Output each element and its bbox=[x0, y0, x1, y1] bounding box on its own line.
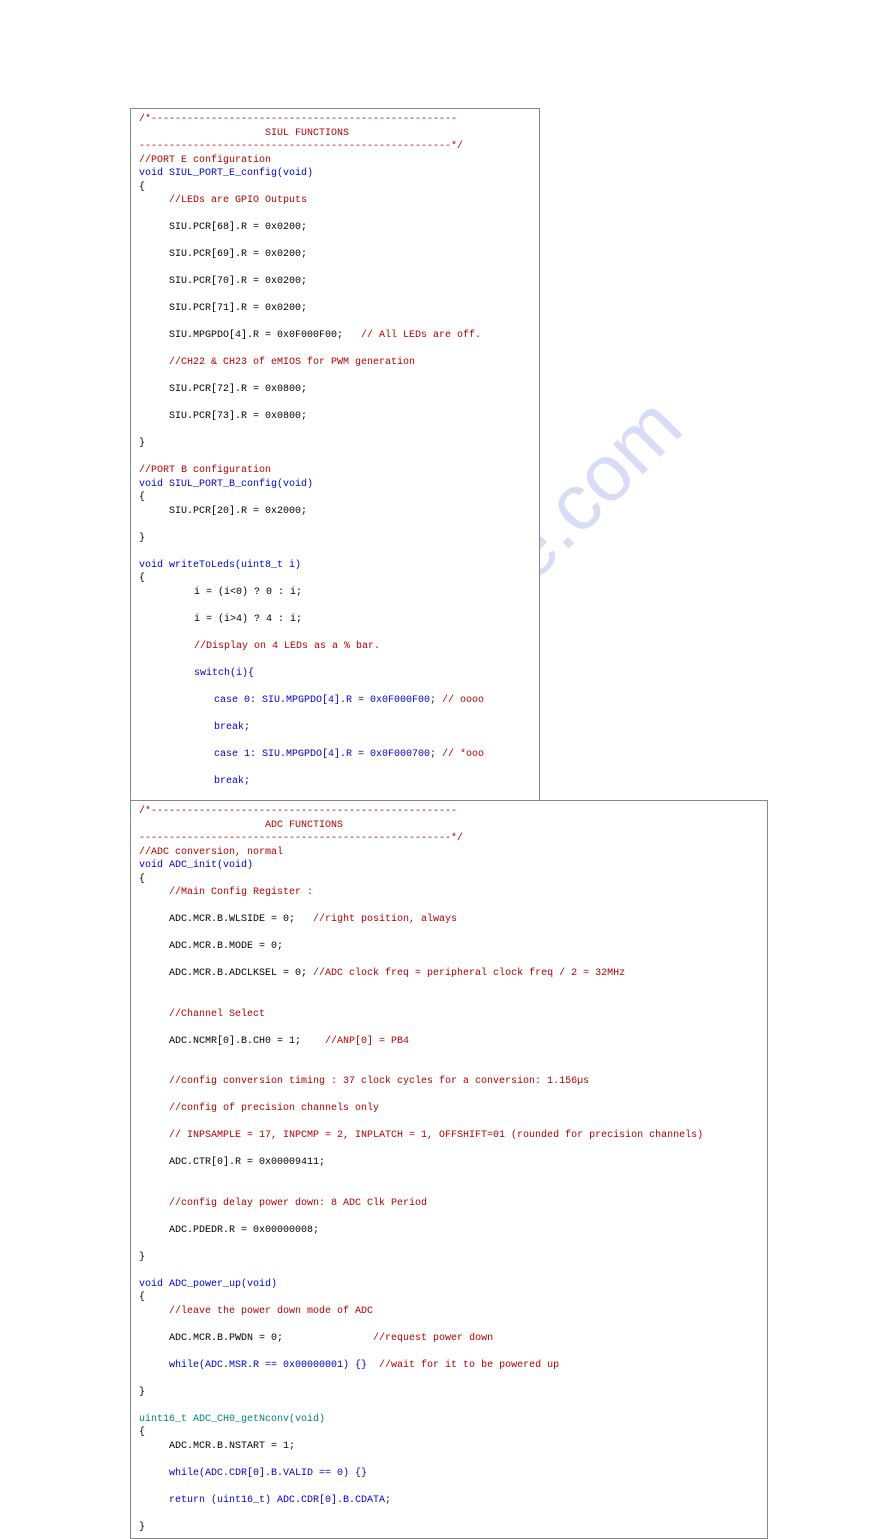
stmt: ADC.MCR.B.ADCLKSEL = 0; bbox=[169, 968, 313, 979]
switch: switch(i){ bbox=[139, 667, 531, 681]
fn-decl: void SIUL_PORT_B_config(void) bbox=[139, 479, 313, 490]
break: break; bbox=[139, 721, 531, 735]
case: case 1: SIU.MPGPDO[4].R = 0x0F000700; bbox=[214, 749, 442, 760]
stmt: return (uint16_t) ADC.CDR[0].B.CDATA; bbox=[139, 1494, 759, 1508]
fn-decl: void ADC_power_up(void) bbox=[139, 1279, 277, 1290]
comment: //Main Config Register : bbox=[139, 886, 759, 900]
comment: //config delay power down: 8 ADC Clk Per… bbox=[139, 1197, 759, 1211]
stmt: ADC.MCR.B.NSTART = 1; bbox=[139, 1440, 759, 1454]
brace: { bbox=[139, 874, 145, 885]
header-title: SIUL FUNCTIONS bbox=[139, 128, 349, 139]
comment: //request power down bbox=[373, 1333, 493, 1344]
brace: } bbox=[139, 1387, 145, 1398]
header-end: ----------------------------------------… bbox=[139, 141, 463, 152]
stmt: while(ADC.CDR[0].B.VALID == 0) {} bbox=[139, 1467, 759, 1481]
comment: //PORT B configuration bbox=[139, 465, 271, 476]
stmt: ADC.MCR.B.WLSIDE = 0; bbox=[169, 914, 313, 925]
stmt: SIU.PCR[73].R = 0x0800; bbox=[139, 410, 531, 424]
fn-decl: uint16_t ADC_CH0_getNconv(void) bbox=[139, 1414, 325, 1425]
stmt: SIU.PCR[69].R = 0x0200; bbox=[139, 248, 531, 262]
comment: //config of precision channels only bbox=[139, 1102, 759, 1116]
stmt: SIU.PCR[70].R = 0x0200; bbox=[139, 275, 531, 289]
brace: { bbox=[139, 573, 145, 584]
stmt: ADC.CTR[0].R = 0x00009411; bbox=[139, 1156, 759, 1170]
brace: { bbox=[139, 1427, 145, 1438]
stmt: i = (i>4) ? 4 : i; bbox=[139, 613, 531, 627]
case: case 0: SIU.MPGPDO[4].R = 0x0F000F00; bbox=[214, 695, 442, 706]
code-block-adc: /*--------------------------------------… bbox=[130, 800, 768, 1539]
stmt: SIU.MPGPDO[4].R = 0x0F000F00; bbox=[169, 330, 361, 341]
comment: //wait for it to be powered up bbox=[379, 1360, 559, 1371]
header: /*--------------------------------------… bbox=[139, 114, 457, 125]
brace: { bbox=[139, 1292, 145, 1303]
comment: //ADC conversion, normal bbox=[139, 847, 283, 858]
brace: } bbox=[139, 533, 145, 544]
comment: //ADC clock freq = peripheral clock freq… bbox=[313, 968, 625, 979]
header-title: ADC FUNCTIONS bbox=[139, 820, 343, 831]
brace: { bbox=[139, 492, 145, 503]
fn-decl: void ADC_init(void) bbox=[139, 860, 253, 871]
comment: // oooo bbox=[442, 695, 484, 706]
fn-decl: void writeToLeds(uint8_t i) bbox=[139, 560, 301, 571]
stmt: ADC.MCR.B.MODE = 0; bbox=[139, 940, 759, 954]
comment: //Display on 4 LEDs as a % bar. bbox=[139, 640, 531, 654]
stmt: SIU.PCR[71].R = 0x0200; bbox=[139, 302, 531, 316]
comment: //ANP[0] = PB4 bbox=[325, 1036, 409, 1047]
stmt: SIU.PCR[68].R = 0x0200; bbox=[139, 221, 531, 235]
brace: } bbox=[139, 1252, 145, 1263]
stmt: while(ADC.MSR.R == 0x00000001) {} bbox=[169, 1360, 379, 1371]
brace: { bbox=[139, 182, 145, 193]
brace: } bbox=[139, 438, 145, 449]
break: break; bbox=[139, 775, 531, 789]
code-content-2: /*--------------------------------------… bbox=[139, 805, 759, 1534]
comment: // All LEDs are off. bbox=[361, 330, 481, 341]
comment: // INPSAMPLE = 17, INPCMP = 2, INPLATCH … bbox=[139, 1129, 759, 1143]
comment: //Channel Select bbox=[139, 1008, 759, 1022]
stmt: SIU.PCR[20].R = 0x2000; bbox=[139, 505, 531, 519]
comment: //PORT E configuration bbox=[139, 155, 271, 166]
comment: // *ooo bbox=[442, 749, 484, 760]
stmt: ADC.NCMR[0].B.CH0 = 1; bbox=[169, 1036, 325, 1047]
fn-decl: void SIUL_PORT_E_config(void) bbox=[139, 168, 313, 179]
comment: //leave the power down mode of ADC bbox=[139, 1305, 759, 1319]
header-end: ----------------------------------------… bbox=[139, 833, 463, 844]
comment: //CH22 & CH23 of eMIOS for PWM generatio… bbox=[139, 356, 531, 370]
brace: } bbox=[139, 1522, 145, 1533]
header: /*--------------------------------------… bbox=[139, 806, 457, 817]
stmt: SIU.PCR[72].R = 0x0800; bbox=[139, 383, 531, 397]
stmt: ADC.MCR.B.PWDN = 0; bbox=[169, 1333, 373, 1344]
comment: //right position, always bbox=[313, 914, 457, 925]
stmt: ADC.PDEDR.R = 0x00000008; bbox=[139, 1224, 759, 1238]
stmt: i = (i<0) ? 0 : i; bbox=[139, 586, 531, 600]
comment: //config conversion timing : 37 clock cy… bbox=[139, 1075, 759, 1089]
comment: //LEDs are GPIO Outputs bbox=[139, 194, 531, 208]
